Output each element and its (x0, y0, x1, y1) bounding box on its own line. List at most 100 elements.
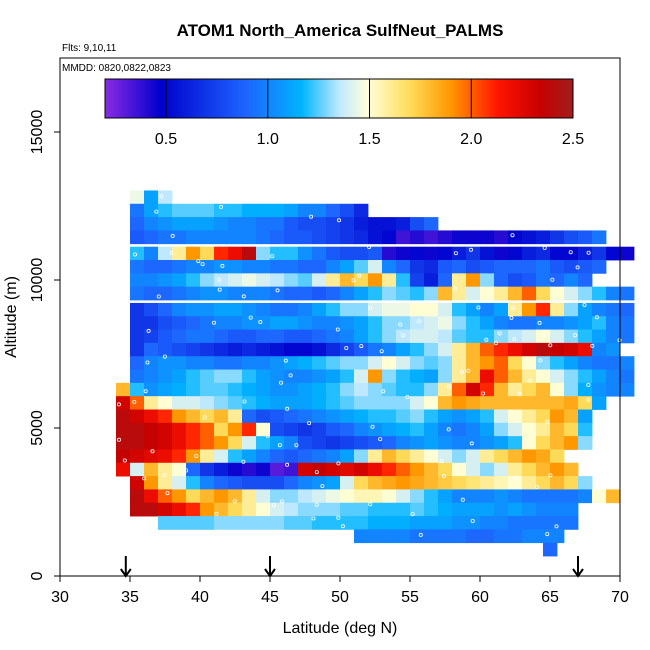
heatmap-cell (606, 316, 621, 330)
heatmap-cell (186, 316, 201, 330)
heatmap-cell (200, 436, 215, 450)
sample-point (400, 333, 405, 338)
heatmap-cell (242, 230, 257, 245)
heatmap-cell (424, 260, 439, 274)
heatmap-cell (592, 356, 607, 370)
heatmap-cell (172, 217, 187, 231)
heatmap-cell (298, 316, 313, 330)
heatmap-cell (410, 342, 425, 357)
x-tick-label: 45 (261, 589, 279, 606)
heatmap-cell (158, 230, 173, 245)
heatmap-cell (242, 329, 257, 344)
heatmap-cell (522, 449, 537, 464)
heatmap-cell (564, 489, 579, 504)
heatmap-cell (284, 356, 299, 370)
heatmap-cell (116, 462, 131, 477)
sample-point (242, 399, 247, 404)
heatmap-cell (284, 489, 299, 504)
heatmap-cell (354, 382, 369, 397)
heatmap-cell (158, 516, 173, 530)
sample-point (586, 250, 591, 255)
heatmap-cell (410, 502, 425, 517)
heatmap-cell (214, 422, 229, 437)
heatmap-cell (536, 489, 551, 504)
heatmap-cell (536, 449, 551, 464)
sample-point (512, 337, 517, 342)
heatmap-cell (340, 436, 355, 450)
heatmap-cell (578, 260, 593, 274)
heatmap-cell (606, 489, 621, 504)
heatmap-cell (438, 230, 453, 245)
heatmap-cell (368, 409, 383, 424)
heatmap-cell (130, 396, 145, 410)
sample-point (122, 458, 127, 463)
sample-point (452, 286, 457, 291)
sample-point (265, 433, 270, 438)
heatmap-cell (228, 436, 243, 450)
heatmap-cell (396, 217, 411, 231)
heatmap-cell (228, 449, 243, 464)
heatmap-cell (578, 422, 593, 437)
heatmap-cell (228, 260, 243, 274)
heatmap-cell (424, 316, 439, 330)
heatmap-cell (256, 260, 271, 274)
heatmap-cell (452, 316, 467, 330)
heatmap-cell (172, 273, 187, 288)
heatmap-cell (116, 396, 131, 410)
heatmap-cell (606, 302, 621, 317)
heatmap-cell (396, 409, 411, 424)
heatmap-cell (424, 462, 439, 477)
heatmap-cell (592, 302, 607, 317)
heatmap-cell (326, 217, 341, 231)
heatmap-cell (424, 342, 439, 357)
heatmap-cell (228, 409, 243, 424)
heatmap-cell (564, 356, 579, 370)
heatmap-cell (186, 302, 201, 317)
heatmap-cell (144, 422, 159, 437)
heatmap-cell (130, 203, 145, 218)
sample-point (441, 474, 446, 479)
heatmap-cell (438, 422, 453, 437)
heatmap-cell (592, 246, 607, 261)
heatmap-cell (312, 302, 327, 317)
heatmap-cell (536, 286, 551, 301)
heatmap-cell (536, 260, 551, 274)
heatmap-cell (480, 356, 495, 370)
heatmap-cell (452, 396, 467, 410)
heatmap-cell (130, 273, 145, 288)
heatmap-cell (550, 382, 565, 397)
heatmap-cell (396, 476, 411, 490)
heatmap-cell (452, 422, 467, 437)
heatmap-cell (130, 502, 145, 517)
heatmap-cell (522, 302, 537, 317)
heatmap-cell (270, 342, 285, 357)
heatmap-cell (466, 489, 481, 504)
heatmap-cell (186, 396, 201, 410)
heatmap-cell (410, 529, 425, 544)
heatmap-cell (172, 260, 187, 274)
heatmap-cell (256, 422, 271, 437)
heatmap-cell (200, 246, 215, 261)
heatmap-cell (130, 260, 145, 274)
heatmap-cell (158, 382, 173, 397)
heatmap-cell (438, 329, 453, 344)
heatmap-cell (480, 489, 495, 504)
heatmap-cell (466, 260, 481, 274)
heatmap-cell (270, 422, 285, 437)
heatmap-cell (172, 203, 187, 218)
heatmap-cell (382, 217, 397, 231)
heatmap-cell (438, 409, 453, 424)
heatmap-cell (228, 342, 243, 357)
heatmap-cell (354, 260, 369, 274)
heatmap-cell (256, 396, 271, 410)
heatmap-cell (130, 436, 145, 450)
heatmap-cell (438, 356, 453, 370)
heatmap-cell (214, 217, 229, 231)
sample-point (370, 424, 375, 429)
heatmap-cell (522, 502, 537, 517)
sample-point (446, 384, 451, 389)
sample-point (184, 468, 189, 473)
heatmap-cell (438, 342, 453, 357)
sample-point (241, 294, 246, 299)
heatmap-cell (550, 529, 565, 544)
